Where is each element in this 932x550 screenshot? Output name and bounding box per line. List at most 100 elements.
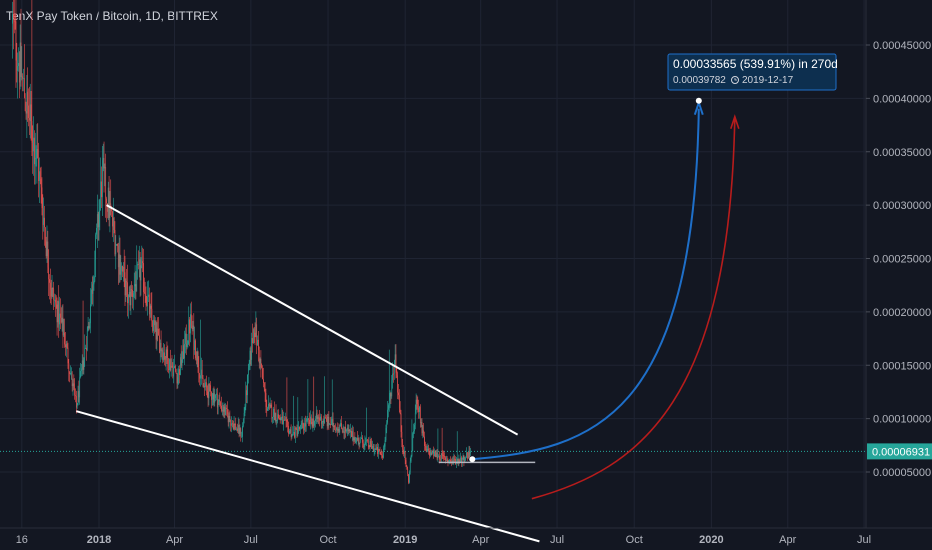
candle-down xyxy=(287,421,289,426)
candle-up xyxy=(342,431,344,433)
candles xyxy=(12,0,471,485)
candle-up xyxy=(181,359,183,366)
candle-up xyxy=(223,406,225,412)
candle-down xyxy=(44,227,46,240)
candle-up xyxy=(154,320,156,326)
candle-down xyxy=(44,217,45,228)
candle-down xyxy=(367,439,368,441)
candle-up xyxy=(372,445,373,449)
candle-down xyxy=(302,423,304,429)
candle-down xyxy=(112,211,113,227)
candle-down xyxy=(382,455,383,458)
candle-up xyxy=(292,433,294,435)
candle-up xyxy=(422,430,424,434)
candle-down xyxy=(175,371,177,374)
candle-up xyxy=(314,420,315,426)
candle-up xyxy=(84,348,86,358)
candle-down xyxy=(256,324,258,346)
candle-up xyxy=(383,446,385,449)
candle-up xyxy=(81,360,83,369)
candle-up xyxy=(57,301,59,323)
candle-down xyxy=(440,459,441,461)
candle-down xyxy=(155,320,157,340)
candle-down xyxy=(305,423,306,427)
candle-up xyxy=(211,399,213,401)
candle-up xyxy=(412,433,414,451)
candle-up xyxy=(96,227,97,235)
candle-down xyxy=(157,328,159,330)
candle-up xyxy=(448,460,450,462)
candle-up xyxy=(324,417,326,424)
candle-up xyxy=(242,425,243,437)
candle-down xyxy=(429,451,430,456)
candle-down xyxy=(362,437,363,443)
candle-up xyxy=(426,449,428,451)
time-axis: 16 2018 Apr Jul Oct 2019 Apr Jul Oct 2020 Apr Jul xyxy=(0,527,932,546)
candle-down xyxy=(377,447,378,454)
candle-down xyxy=(39,171,41,180)
candle-up xyxy=(243,412,245,420)
candle-down xyxy=(439,456,440,460)
candle-up xyxy=(138,259,140,265)
candle-up xyxy=(348,429,350,432)
candle-down xyxy=(185,333,187,347)
candle-up xyxy=(80,371,81,378)
candle-down xyxy=(313,418,315,426)
candle-down xyxy=(319,417,320,421)
candle-down xyxy=(101,181,102,198)
candle-up xyxy=(434,451,435,457)
candle-down xyxy=(105,167,107,199)
candle-down xyxy=(358,438,360,444)
candle-down xyxy=(28,105,29,118)
candle-down xyxy=(425,447,427,451)
candle-up xyxy=(128,294,129,304)
candle-up xyxy=(327,416,329,427)
candle-up xyxy=(92,284,94,294)
candle-up xyxy=(321,422,323,424)
projection-label-box xyxy=(667,53,837,91)
candle-up xyxy=(205,382,206,387)
candle-down xyxy=(238,425,240,434)
candle-up xyxy=(346,427,348,430)
candle-up xyxy=(269,405,271,406)
candle-down xyxy=(246,390,247,396)
trendlines xyxy=(76,204,540,543)
candle-up xyxy=(420,422,422,423)
candle-down xyxy=(74,388,76,396)
candle-down xyxy=(76,396,77,408)
candle-down xyxy=(398,392,399,396)
resistance-line xyxy=(106,204,519,436)
candle-up xyxy=(102,158,104,161)
candle-up xyxy=(284,419,286,421)
candle-up xyxy=(272,417,273,419)
candle-up xyxy=(161,350,163,352)
candle-up xyxy=(273,408,274,418)
candle-up xyxy=(304,423,305,431)
candle-up xyxy=(174,366,175,368)
candle-up xyxy=(12,14,13,24)
candle-down xyxy=(282,416,284,425)
candle-up xyxy=(149,305,151,315)
candle-up xyxy=(268,404,269,409)
candle-down xyxy=(206,382,207,388)
candle-down xyxy=(405,460,407,467)
candle-down xyxy=(308,418,310,420)
candle-down xyxy=(273,408,275,421)
candle-up xyxy=(36,148,38,158)
candle-up xyxy=(438,456,440,457)
candle-up xyxy=(43,217,44,225)
candle-up xyxy=(77,391,79,406)
candle-down xyxy=(450,459,451,462)
candle-down xyxy=(375,448,377,450)
candle-up xyxy=(177,377,179,384)
candle-down xyxy=(338,429,340,433)
candle-down xyxy=(227,414,229,423)
candle-down xyxy=(401,431,403,443)
candle-down xyxy=(213,393,215,403)
candle-down xyxy=(332,419,334,427)
candle-up xyxy=(242,419,244,426)
candle-down xyxy=(352,431,354,441)
candle-up xyxy=(340,423,341,427)
candle-down xyxy=(68,363,70,372)
